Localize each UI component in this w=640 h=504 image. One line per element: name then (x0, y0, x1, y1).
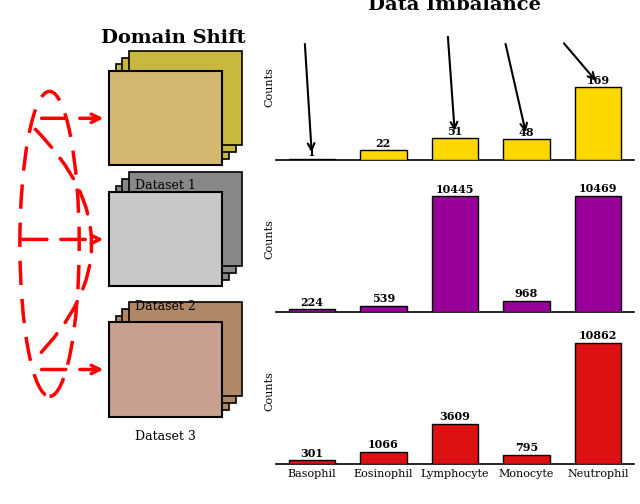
Bar (109, 323, 222, 417)
Bar (116, 65, 229, 159)
Text: 10469: 10469 (579, 183, 617, 194)
Bar (109, 193, 222, 286)
Bar (129, 302, 243, 397)
Text: Dataset 2: Dataset 2 (135, 300, 196, 313)
Bar (503, 455, 550, 464)
Bar (116, 185, 229, 280)
Text: Domain Shift: Domain Shift (101, 29, 246, 46)
Y-axis label: Counts: Counts (265, 371, 275, 411)
Text: 3609: 3609 (440, 411, 470, 422)
Bar (360, 452, 406, 464)
Bar (431, 138, 478, 160)
Text: 1: 1 (308, 147, 316, 158)
Text: Dataset 3: Dataset 3 (135, 430, 196, 443)
Text: 10445: 10445 (436, 183, 474, 195)
Text: 539: 539 (372, 293, 395, 304)
Text: 169: 169 (586, 76, 609, 86)
Text: 795: 795 (515, 442, 538, 453)
Bar (122, 309, 236, 403)
Bar (503, 301, 550, 312)
Text: 22: 22 (376, 138, 391, 149)
Text: 224: 224 (300, 296, 323, 307)
Bar (116, 316, 229, 410)
Text: 51: 51 (447, 126, 463, 137)
Bar (122, 179, 236, 273)
Bar (575, 343, 621, 464)
Text: 48: 48 (518, 127, 534, 138)
Bar (122, 58, 236, 152)
Bar (289, 460, 335, 464)
Bar (360, 150, 406, 160)
Bar (360, 306, 406, 312)
Bar (575, 196, 621, 312)
Bar (129, 172, 243, 266)
Bar (109, 193, 222, 286)
Y-axis label: Counts: Counts (265, 219, 275, 260)
Bar (503, 139, 550, 160)
Bar (431, 424, 478, 464)
Bar (129, 51, 243, 145)
Text: 968: 968 (515, 288, 538, 299)
Bar (109, 323, 222, 417)
Bar (109, 71, 222, 165)
Y-axis label: Counts: Counts (265, 68, 275, 107)
Bar (289, 309, 335, 312)
Title: Data Imbalance: Data Imbalance (369, 0, 541, 14)
Text: Dataset 1: Dataset 1 (135, 179, 196, 192)
Text: 301: 301 (300, 448, 323, 459)
Bar (575, 88, 621, 160)
Bar (109, 71, 222, 165)
Bar (431, 196, 478, 312)
Text: 1066: 1066 (368, 439, 399, 450)
Text: 10862: 10862 (579, 330, 617, 341)
